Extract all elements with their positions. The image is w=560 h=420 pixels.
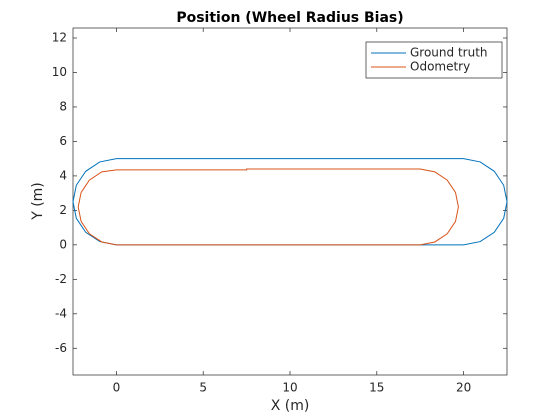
y-tick-label: -4 [55, 306, 67, 320]
y-tick-label: 6 [59, 134, 67, 148]
x-tick-label: 15 [369, 381, 384, 395]
legend-box [365, 41, 503, 79]
x-tick-label: 10 [282, 381, 297, 395]
y-axis-label: Y (m) [30, 182, 46, 221]
chart-title: Position (Wheel Radius Bias) [176, 10, 403, 26]
plot-area [72, 27, 508, 376]
y-tick-label: 8 [59, 99, 67, 113]
y-tick-label: -6 [55, 341, 67, 355]
y-tick-label: 0 [59, 237, 67, 251]
x-tick-label: 0 [113, 381, 121, 395]
data-line [77, 168, 459, 246]
x-axis-label: X (m) [271, 398, 310, 414]
legend-label: Odometry [410, 60, 470, 74]
legend-label: Ground truth [410, 46, 488, 60]
y-tick-label: -2 [55, 272, 67, 286]
data-line [72, 158, 508, 246]
y-tick-label: 4 [59, 168, 67, 182]
x-tick-label: 20 [456, 381, 471, 395]
y-tick-label: 10 [52, 65, 67, 79]
x-tick-label: 5 [199, 381, 207, 395]
y-tick-label: 2 [59, 203, 67, 217]
y-tick-label: 12 [52, 30, 67, 44]
